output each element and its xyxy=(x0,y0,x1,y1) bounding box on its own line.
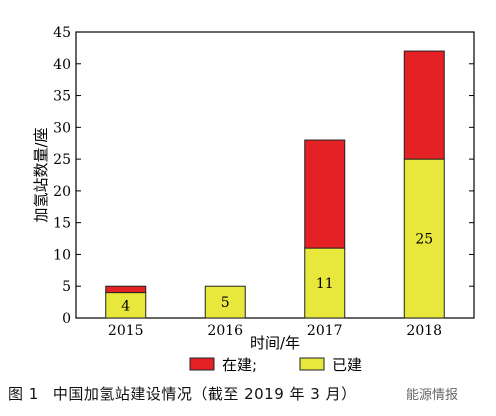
figure-caption: 图 1 中国加氢站建设情况（截至 2019 年 3 月） xyxy=(8,383,357,404)
x-tick-label: 2018 xyxy=(406,323,442,339)
legend-label: 已建 xyxy=(332,356,362,374)
bar-value-label: 25 xyxy=(415,232,433,248)
x-tick-label: 2017 xyxy=(307,323,343,339)
legend-swatch xyxy=(189,357,215,371)
y-tick-label: 35 xyxy=(53,89,71,105)
y-tick-label: 10 xyxy=(53,247,71,263)
bar-under-construction xyxy=(304,139,346,249)
x-axis-title: 时间/年 xyxy=(250,334,300,352)
figure-number: 图 1 xyxy=(8,385,39,403)
bar-built xyxy=(304,247,346,319)
y-tick-label: 45 xyxy=(53,25,71,41)
watermark: 能源情报 xyxy=(404,384,461,403)
y-tick-label: 40 xyxy=(53,57,71,73)
bar-value-label: 11 xyxy=(316,276,334,292)
y-tick-label: 25 xyxy=(53,152,71,168)
legend-label: 在建; xyxy=(222,356,257,374)
bar-built xyxy=(403,158,445,319)
bar-under-construction xyxy=(105,285,147,294)
y-tick-label: 15 xyxy=(53,216,71,232)
bar-built xyxy=(204,285,246,319)
legend-swatch xyxy=(299,357,325,371)
y-tick-label: 5 xyxy=(62,279,71,295)
y-tick-label: 20 xyxy=(53,184,71,200)
bar-value-label: 5 xyxy=(221,295,230,311)
y-axis-title: 加氢站数量/座 xyxy=(32,127,50,222)
bar-value-label: 4 xyxy=(121,298,130,314)
y-tick-label: 30 xyxy=(53,120,71,136)
stacked-bar-chart: 0 5 10 15 20 25 30 35 40 45 2015 4 2016 5 2017 11 2018 25… xyxy=(32,25,475,374)
bar-under-construction xyxy=(403,50,445,160)
x-tick-label: 2016 xyxy=(207,323,243,339)
y-tick-label: 0 xyxy=(62,311,71,327)
plot-frame xyxy=(75,31,475,319)
caption-text: 中国加氢站建设情况（截至 2019 年 3 月） xyxy=(52,385,357,403)
x-tick-label: 2015 xyxy=(108,323,144,339)
